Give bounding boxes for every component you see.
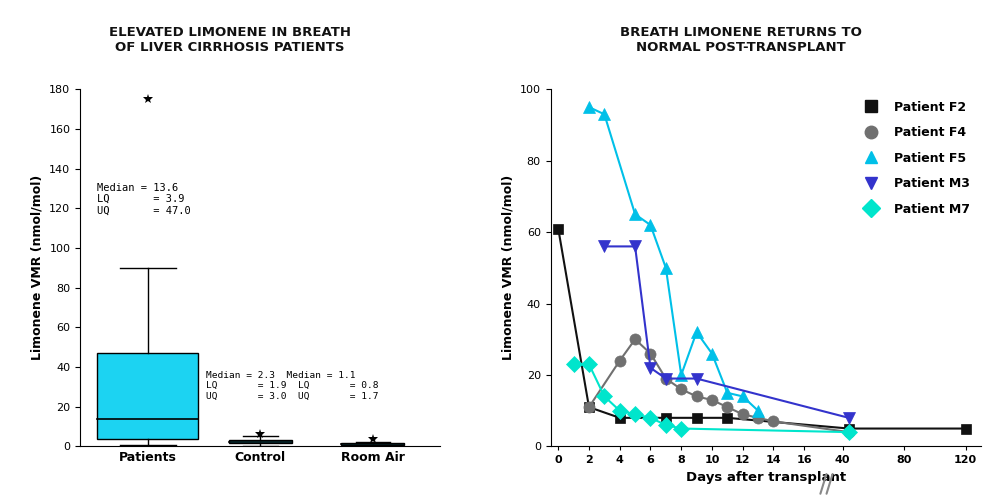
Y-axis label: Limonene VMR (nmol/mol): Limonene VMR (nmol/mol): [502, 175, 515, 361]
Bar: [97, 353, 198, 438]
Bar: [229, 440, 292, 442]
Text: Median = 13.6
LQ       = 3.9
UQ       = 47.0: Median = 13.6 LQ = 3.9 UQ = 47.0: [97, 183, 191, 216]
X-axis label: Days after transplant: Days after transplant: [686, 471, 846, 484]
Bar: [341, 443, 404, 445]
Text: Median = 2.3  Median = 1.1
LQ       = 1.9  LQ       = 0.8
UQ       = 3.0  UQ    : Median = 2.3 Median = 1.1 LQ = 1.9 LQ = …: [206, 371, 378, 401]
Legend: Patient F2, Patient F4, Patient F5, Patient M3, Patient M7: Patient F2, Patient F4, Patient F5, Pati…: [854, 96, 975, 221]
Y-axis label: Limonene VMR (nmol/mol): Limonene VMR (nmol/mol): [31, 175, 44, 361]
Text: ELEVATED LIMONENE IN BREATH
OF LIVER CIRRHOSIS PATIENTS: ELEVATED LIMONENE IN BREATH OF LIVER CIR…: [109, 26, 351, 54]
Text: BREATH LIMONENE RETURNS TO
NORMAL POST-TRANSPLANT: BREATH LIMONENE RETURNS TO NORMAL POST-T…: [620, 26, 862, 54]
